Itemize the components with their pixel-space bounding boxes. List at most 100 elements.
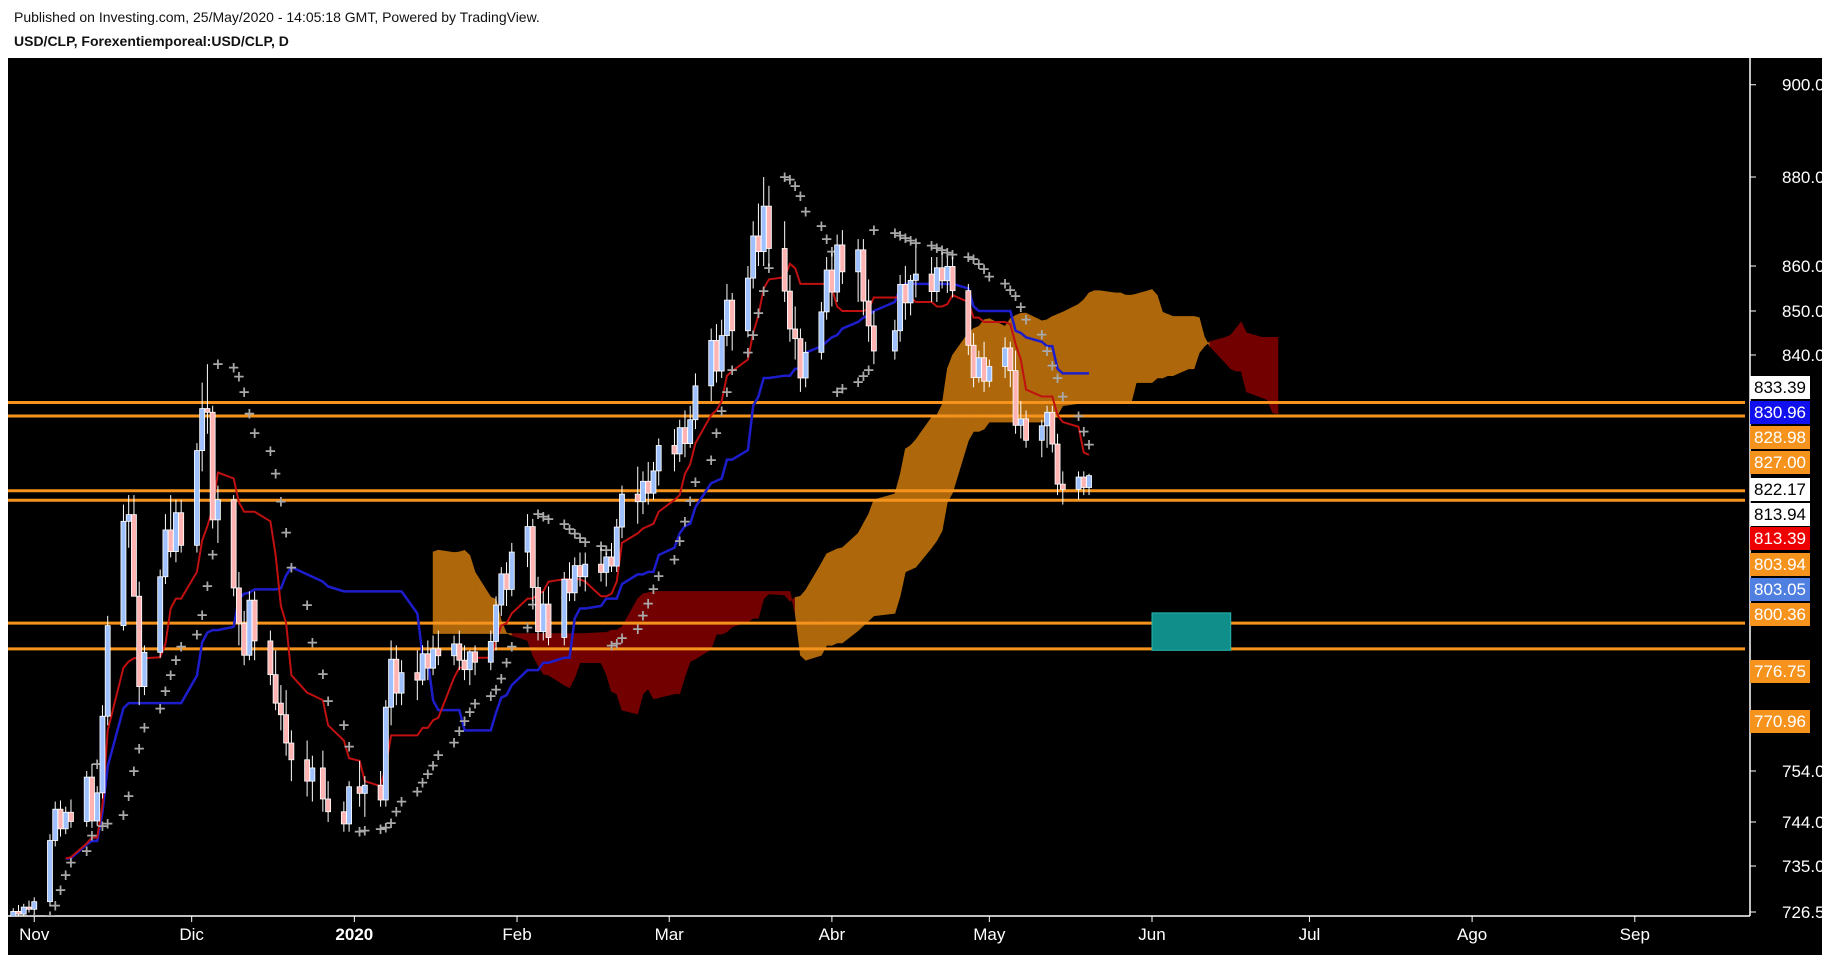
sar-point: + [453,722,466,740]
price-tick-label: 735.00 [1782,857,1822,876]
cloud-segment [432,549,439,634]
candle [745,266,751,338]
candle-body [414,672,421,681]
sar-point: + [962,248,975,266]
candle-body [304,759,311,782]
candle-body [215,499,221,521]
price-tag: 803.94 [1750,553,1810,576]
candle [31,897,38,914]
sar-point: + [684,492,697,510]
candle [346,781,353,832]
cloud-segment [1083,292,1090,404]
candles [10,177,1092,916]
sar-point: + [1020,311,1033,329]
candle-body [15,911,22,915]
sar-point: + [568,524,581,542]
cloud-segment [868,499,875,622]
candle-body [487,641,494,663]
cloud-segment [910,438,917,570]
cloud-segment [464,549,471,634]
candle-body [965,290,972,346]
candle-body [598,563,604,573]
candle [897,274,904,342]
sar-point: + [122,787,135,805]
sar-point: + [784,170,797,188]
sar-point: + [427,757,440,775]
cloud-segment [1172,316,1190,377]
sar-point: + [831,383,844,401]
price-tick-label: 900.00 [1782,76,1822,95]
sar-point: + [689,473,702,491]
candle-body [456,643,463,661]
candle-body [823,269,830,313]
sar-point: + [889,224,902,242]
sar-point: + [752,304,765,322]
sar-point: + [820,230,833,248]
candle [319,750,326,812]
candle [20,903,27,916]
candle [692,373,699,430]
cloud-segment [1167,313,1174,376]
candle-body [718,335,725,372]
price-tag: 803.05 [1750,578,1810,601]
time-axis: Nov Dic 2020 Feb Mar Abr May Jun Jul Ago Sep [19,916,1650,944]
sar-point: + [343,737,356,755]
sar-point: + [201,577,214,595]
candle [907,274,914,316]
candle [309,755,316,802]
candle-body [20,906,27,915]
candle-body [125,514,132,522]
candle [236,571,242,646]
cloud-segment [842,532,859,644]
sar-point: + [138,718,151,736]
candle [792,306,799,360]
sar-point: + [1051,369,1064,387]
cloud-segment [826,550,833,646]
price-tag-label: 803.05 [1754,580,1806,599]
sar-point: + [248,424,261,442]
candle [1049,405,1056,453]
candle-body [676,427,683,455]
sar-point: + [464,703,477,721]
candle-body [603,556,610,573]
sar-point: + [469,695,482,713]
published-line: Published on Investing.com, 25/May/2020 … [14,9,540,25]
sar-point: + [521,618,534,636]
candle [456,630,463,671]
candle-body [708,340,715,387]
cloud-segment [1272,337,1279,415]
candle [1086,473,1092,496]
cloud-segment [752,591,759,619]
candle-body [141,651,148,688]
sar-point: + [269,465,282,483]
sar-point: + [999,274,1012,292]
candle-body [157,576,164,653]
price-tag-box [1750,503,1810,526]
candle-body [828,269,835,293]
sar-point: + [233,368,246,386]
price-tag-box [1750,451,1810,474]
sar-point: + [1046,357,1059,375]
price-tag-label: 776.75 [1754,662,1806,681]
sar-point: + [159,682,172,700]
candle [787,274,793,342]
candle-body [834,244,841,293]
candle [655,438,662,486]
cloud-segment [947,354,953,503]
candle-body [241,622,248,656]
candle [613,518,620,572]
cloud-segment [674,591,681,695]
cloud-segment [1151,288,1158,384]
candle [204,364,211,434]
sar-point: + [65,853,78,871]
time-tick-label: Ago [1457,925,1487,944]
sar-point: + [301,596,314,614]
sar-point: + [789,177,802,195]
candle [582,552,589,592]
sar-point: + [1015,298,1028,316]
candle [361,776,368,817]
sar-point: + [715,402,728,420]
candle-body [907,279,914,304]
sar-point: + [101,815,114,833]
